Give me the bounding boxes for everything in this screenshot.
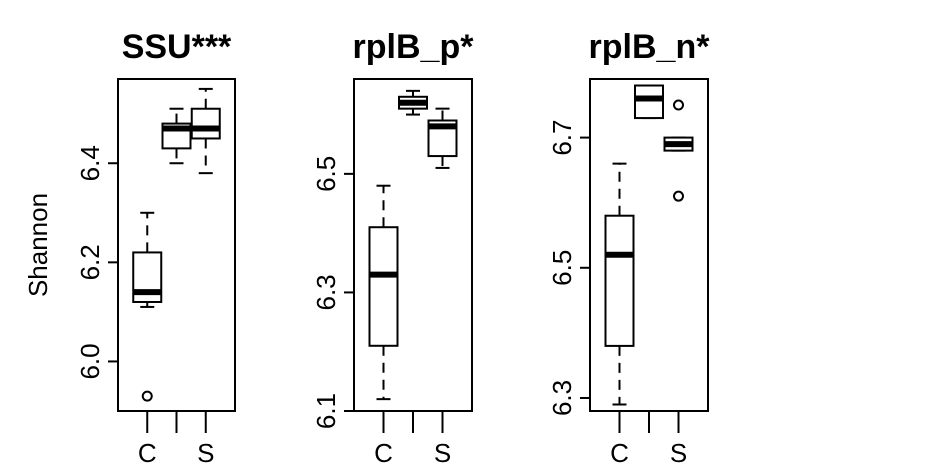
y-tick-label: 6.7 [547,120,577,156]
panel-title: SSU*** [122,28,232,66]
y-tick-label: 6.4 [75,145,105,181]
box-1 [368,184,399,401]
y-tick-label: 6.5 [311,156,341,192]
panel-1: SSU*** 6.0 6.2 6.4 Shannon C S [23,28,236,468]
x-tick-label: S [670,438,687,468]
box-1 [604,162,635,406]
y-tick-label: 6.5 [547,250,577,286]
box-1 [132,211,163,402]
x-tick-label: S [434,438,451,468]
y-tick-label: 6.3 [547,380,577,416]
x-tick-label: C [374,438,393,468]
outlier-point [141,390,153,402]
box-3 [190,87,221,175]
box-3 [663,99,694,202]
panel-title: rplB_p* [353,28,475,66]
panel-2: rplB_p* 6.1 6.3 6.5 C S [311,28,474,468]
box-2 [161,107,192,165]
y-tick-label: 6.1 [311,393,341,429]
y-tick-label: 6.2 [75,244,105,280]
y-tick-label: 6.0 [75,343,105,379]
panel-title: rplB_n* [589,28,711,66]
panel-3: rplB_n* 6.3 6.5 6.7 C S [547,28,710,468]
x-tick-label: S [197,438,214,468]
box-body [634,84,664,120]
x-tick-label: C [138,438,157,468]
box-body [190,107,221,140]
box-body [368,226,399,347]
y-tick-label: 6.3 [311,274,341,310]
box-2 [398,89,428,116]
outlier-point [673,190,684,202]
x-tick-label: C [610,438,629,468]
y-axis-label: Shannon [23,193,53,297]
box-body [604,214,635,347]
box-3 [427,107,458,169]
outlier-point [673,99,684,111]
box-2 [634,84,664,120]
